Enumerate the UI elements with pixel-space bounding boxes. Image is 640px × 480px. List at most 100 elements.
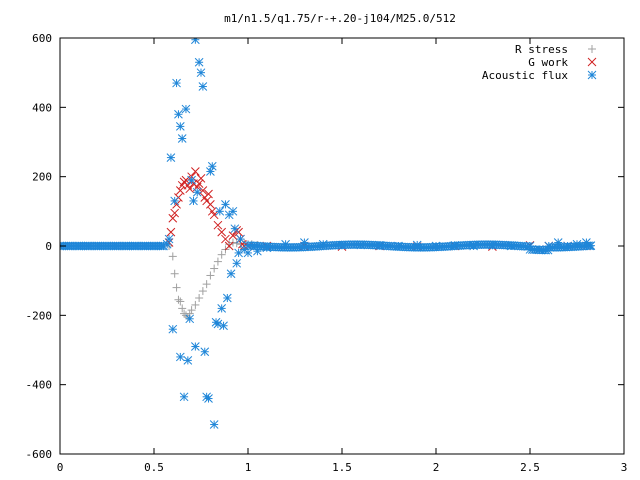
data-point	[175, 352, 185, 362]
data-point	[221, 200, 230, 209]
data-point	[228, 231, 238, 240]
data-point	[191, 342, 200, 351]
data-point	[204, 189, 213, 199]
data-point	[217, 250, 226, 259]
y-tick-label: -600	[26, 448, 53, 461]
data-point	[174, 295, 183, 304]
data-point	[210, 264, 219, 273]
data-point	[181, 104, 191, 114]
data-point	[164, 234, 174, 244]
y-tick-label: 0	[45, 240, 52, 253]
y-tick-label: 200	[32, 171, 52, 184]
data-point	[236, 234, 245, 244]
data-point	[170, 208, 180, 218]
data-point	[170, 196, 180, 206]
data-point	[232, 258, 242, 268]
data-point	[194, 179, 204, 188]
data-point	[195, 294, 204, 302]
x-tick-label: 1	[245, 461, 252, 474]
data-point	[168, 324, 178, 334]
data-point	[168, 252, 177, 261]
data-point	[202, 280, 211, 289]
data-point	[166, 227, 176, 237]
data-point	[219, 321, 228, 331]
data-point	[230, 224, 240, 234]
legend-label: G work	[528, 56, 568, 69]
data-point	[196, 68, 206, 78]
x-tick-label: 0	[57, 461, 64, 474]
data-point	[178, 304, 187, 313]
data-point	[191, 167, 200, 176]
data-point	[586, 241, 596, 250]
data-point	[206, 271, 215, 280]
data-point	[172, 283, 181, 292]
data-point	[177, 134, 187, 143]
data-point	[192, 187, 202, 197]
data-point	[206, 200, 215, 209]
series-r-stress	[165, 238, 262, 322]
data-point	[191, 300, 200, 309]
data-point	[204, 394, 213, 403]
x-tick-label: 2.5	[520, 461, 540, 474]
data-point	[213, 257, 222, 266]
data-point	[198, 82, 208, 91]
data-point	[200, 347, 210, 357]
data-point	[217, 304, 227, 313]
data-point	[185, 184, 195, 194]
x-tick-label: 3	[621, 461, 628, 474]
y-tick-label: -400	[26, 379, 53, 392]
data-point	[209, 420, 219, 429]
data-point	[187, 175, 196, 185]
data-point	[179, 392, 189, 402]
plot-area	[60, 38, 596, 429]
data-point	[217, 227, 227, 237]
data-point	[166, 153, 176, 162]
data-point	[175, 186, 185, 195]
y-tick-label: 400	[32, 101, 52, 114]
x-tick-label: 1.5	[332, 461, 352, 474]
data-point	[159, 241, 168, 251]
data-point	[168, 213, 178, 223]
data-point	[196, 174, 206, 183]
series-acoustic-flux-band	[60, 240, 596, 255]
data-point	[222, 293, 232, 303]
data-point	[191, 38, 200, 45]
data-point	[213, 319, 223, 329]
data-point	[183, 356, 193, 365]
chart-title: m1/n1.5/q1.75/r-+.20-j104/M25.0/512	[224, 12, 456, 25]
data-point	[176, 297, 185, 306]
data-point	[185, 314, 195, 324]
data-point	[174, 109, 183, 119]
data-point	[194, 57, 204, 67]
legend-marker	[587, 70, 597, 80]
legend-marker	[587, 57, 597, 67]
data-point	[226, 269, 236, 279]
data-point	[175, 122, 185, 131]
data-point	[207, 161, 217, 171]
data-point	[213, 220, 223, 230]
data-point	[228, 206, 238, 216]
legend-label: Acoustic flux	[482, 69, 568, 82]
data-point	[209, 210, 219, 220]
data-point	[198, 186, 208, 195]
data-point	[198, 287, 207, 296]
axes: 0 0.5 1 1.5 2 2.5 3 -600 -400 -200 0 200 400 600	[26, 32, 628, 474]
data-point	[225, 240, 234, 249]
x-tick-label: 2	[433, 461, 440, 474]
series-acoustic-flux	[60, 38, 595, 429]
data-point	[172, 78, 181, 88]
data-point	[189, 196, 198, 206]
data-point	[224, 241, 234, 251]
x-tick-label: 0.5	[144, 461, 164, 474]
data-point	[215, 206, 225, 216]
legend-label: R stress	[515, 43, 568, 56]
y-tick-label: 600	[32, 32, 52, 45]
legend-marker	[588, 45, 596, 53]
data-point	[170, 269, 179, 278]
series-layer	[60, 38, 596, 429]
data-point	[187, 306, 196, 315]
data-point	[221, 234, 230, 244]
data-point	[243, 248, 253, 258]
